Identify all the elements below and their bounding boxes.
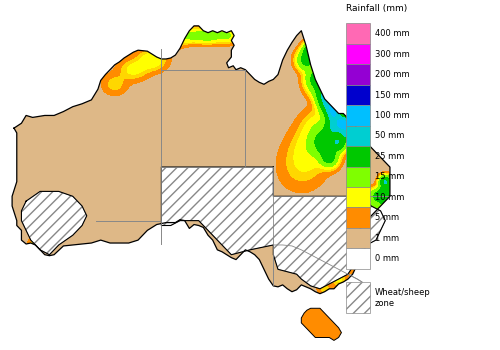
Polygon shape [162, 167, 386, 289]
Text: 25 mm: 25 mm [375, 152, 404, 161]
Text: Wheat/sheep
zone: Wheat/sheep zone [375, 288, 431, 308]
Text: 0 mm: 0 mm [375, 254, 399, 263]
Bar [346, 167, 370, 187]
Bar [346, 64, 370, 85]
Bar [346, 146, 370, 167]
Text: 1 mm: 1 mm [375, 234, 399, 243]
Text: 15 mm: 15 mm [375, 172, 404, 181]
Bar [346, 105, 370, 126]
Text: 150 mm: 150 mm [375, 91, 410, 99]
Bar [346, 228, 370, 248]
Bar [346, 208, 370, 228]
PathPatch shape [0, 0, 414, 350]
Bar [346, 44, 370, 64]
Bar [346, 85, 370, 105]
Text: 300 mm: 300 mm [375, 50, 410, 58]
Bar [346, 23, 370, 44]
Bar [346, 282, 370, 313]
Polygon shape [22, 191, 86, 255]
Text: 50 mm: 50 mm [375, 131, 404, 140]
Text: Rainfall (mm): Rainfall (mm) [346, 4, 408, 13]
Polygon shape [302, 308, 342, 341]
Text: 5 mm: 5 mm [375, 213, 399, 222]
Bar [346, 187, 370, 208]
Text: 100 mm: 100 mm [375, 111, 410, 120]
Bar [346, 248, 370, 269]
Text: 200 mm: 200 mm [375, 70, 410, 79]
Bar [346, 126, 370, 146]
Text: 400 mm: 400 mm [375, 29, 410, 38]
Text: 10 mm: 10 mm [375, 193, 404, 202]
